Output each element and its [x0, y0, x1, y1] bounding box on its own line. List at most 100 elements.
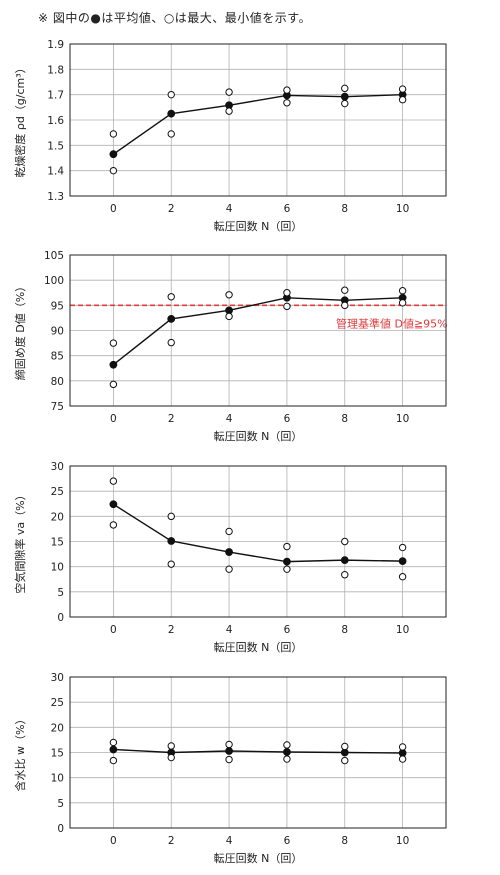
- max-min-point: [283, 741, 291, 749]
- reference-line-label: 管理基準値 D値≧95%: [336, 316, 448, 330]
- y-tick-label: 1.8: [47, 64, 64, 76]
- max-min-point: [167, 560, 175, 568]
- plot-frame: [69, 465, 447, 618]
- x-tick-label: 2: [168, 413, 175, 425]
- mean-point: [225, 747, 233, 755]
- max-min-point: [109, 339, 118, 347]
- y-axis-label: 空気間隙率 va（%）: [13, 489, 27, 593]
- max-min-point: [398, 96, 407, 104]
- max-min-point: [109, 756, 118, 765]
- max-min-point: [398, 743, 407, 751]
- y-tick-label: 30: [51, 672, 64, 684]
- max-min-point: [109, 130, 118, 138]
- max-min-point: [341, 99, 349, 108]
- mean-point: [340, 556, 349, 565]
- y-tick-label: 1.3: [47, 191, 64, 203]
- y-tick-label: 95: [51, 300, 64, 312]
- chart-water-content: 0 5 10 15 20 25 30 0 2 4 6 8 10 転圧回数 N（回） 含水比 w（%）: [13, 672, 447, 865]
- max-min-point: [167, 130, 175, 138]
- plot-frame: [69, 676, 447, 829]
- y-tick-label: 20: [51, 511, 64, 523]
- max-min-point: [341, 301, 349, 310]
- x-axis-label: 転圧回数 N（回）: [214, 220, 303, 233]
- y-tick-label: 85: [51, 351, 64, 363]
- x-tick-label: 4: [226, 203, 233, 215]
- max-min-point: [167, 742, 175, 750]
- x-axis-label: 転圧回数 N（回）: [214, 641, 303, 654]
- x-tick-label: 0: [110, 624, 117, 636]
- x-tick-label: 2: [168, 835, 175, 847]
- mean-point: [167, 537, 176, 545]
- max-min-point: [225, 107, 233, 115]
- legend-note: ※ 図中の●は平均値、○は最大、最小値を示す。: [38, 11, 312, 25]
- max-min-point: [109, 477, 118, 485]
- x-tick-label: 8: [341, 624, 348, 636]
- x-tick-label: 4: [226, 835, 233, 847]
- max-min-point: [225, 88, 233, 96]
- x-tick-label: 6: [284, 624, 291, 636]
- plot-frame: [69, 254, 447, 407]
- y-tick-label: 1.6: [47, 115, 64, 127]
- y-tick-label: 80: [51, 376, 64, 388]
- mean-point: [109, 745, 118, 754]
- y-tick-label: 20: [51, 722, 64, 734]
- x-tick-label: 2: [168, 203, 175, 215]
- mean-series-line: [113, 503, 403, 563]
- mean-point: [398, 557, 407, 566]
- x-tick-label: 10: [396, 413, 409, 425]
- mean-point: [225, 548, 233, 556]
- y-tick-label: 1.9: [47, 39, 64, 51]
- chart-air-void-ratio: 0 5 10 15 20 25 30 0 2 4 6 8 10 転圧回数 N（回） 空気間隙率 va（%）: [13, 461, 447, 654]
- max-min-point: [167, 338, 175, 347]
- max-min-point: [398, 287, 407, 295]
- x-tick-label: 10: [396, 624, 409, 636]
- mean-series-line: [112, 93, 403, 155]
- mean-point: [340, 92, 349, 101]
- y-tick-label: 25: [51, 697, 64, 709]
- y-tick-label: 30: [51, 461, 64, 473]
- y-tick-label: 15: [51, 748, 64, 760]
- max-min-point: [109, 738, 118, 747]
- max-min-point: [167, 90, 175, 99]
- y-tick-label: 75: [51, 401, 64, 413]
- mean-point: [109, 360, 118, 369]
- max-min-point: [225, 312, 233, 321]
- x-tick-label: 4: [226, 624, 233, 636]
- x-tick-label: 10: [396, 835, 409, 847]
- max-min-point: [283, 289, 291, 297]
- max-min-point: [167, 293, 175, 301]
- max-min-point: [167, 753, 175, 762]
- max-min-point: [109, 521, 118, 529]
- x-tick-label: 8: [341, 203, 348, 215]
- y-tick-label: 1.4: [47, 166, 64, 178]
- chart-dry-density: 1.3 1.4 1.5 1.6 1.7 1.8 1.9 0 2 4 6 8 10 転圧回数 N（回） 乾燥密…: [13, 39, 447, 233]
- max-min-point: [109, 380, 118, 389]
- x-tick-label: 10: [396, 203, 409, 215]
- max-min-point: [341, 286, 349, 294]
- mean-point: [283, 557, 291, 566]
- y-tick-label: 0: [57, 612, 64, 624]
- x-tick-label: 2: [168, 624, 175, 636]
- max-min-point: [341, 537, 349, 546]
- x-tick-label: 0: [110, 413, 117, 425]
- plot-frame: [69, 43, 447, 197]
- max-min-point: [225, 565, 233, 573]
- max-min-point: [283, 302, 291, 311]
- mean-point: [167, 109, 176, 118]
- y-tick-label: 1.7: [47, 90, 64, 102]
- max-min-point: [225, 755, 233, 764]
- y-tick-label: 90: [51, 326, 64, 338]
- max-min-point: [398, 573, 407, 581]
- max-min-point: [341, 84, 349, 93]
- mean-point: [167, 315, 176, 323]
- mean-series-line: [113, 748, 403, 754]
- x-axis-label: 転圧回数 N（回）: [214, 852, 303, 865]
- y-axis-label: 締固め度 D値（%）: [13, 281, 27, 380]
- x-tick-label: 8: [341, 835, 348, 847]
- max-min-point: [225, 527, 233, 536]
- y-tick-label: 5: [57, 798, 64, 810]
- x-tick-label: 0: [110, 203, 117, 215]
- y-tick-label: 1.5: [47, 140, 64, 152]
- x-tick-label: 6: [284, 413, 291, 425]
- x-tick-label: 8: [341, 413, 348, 425]
